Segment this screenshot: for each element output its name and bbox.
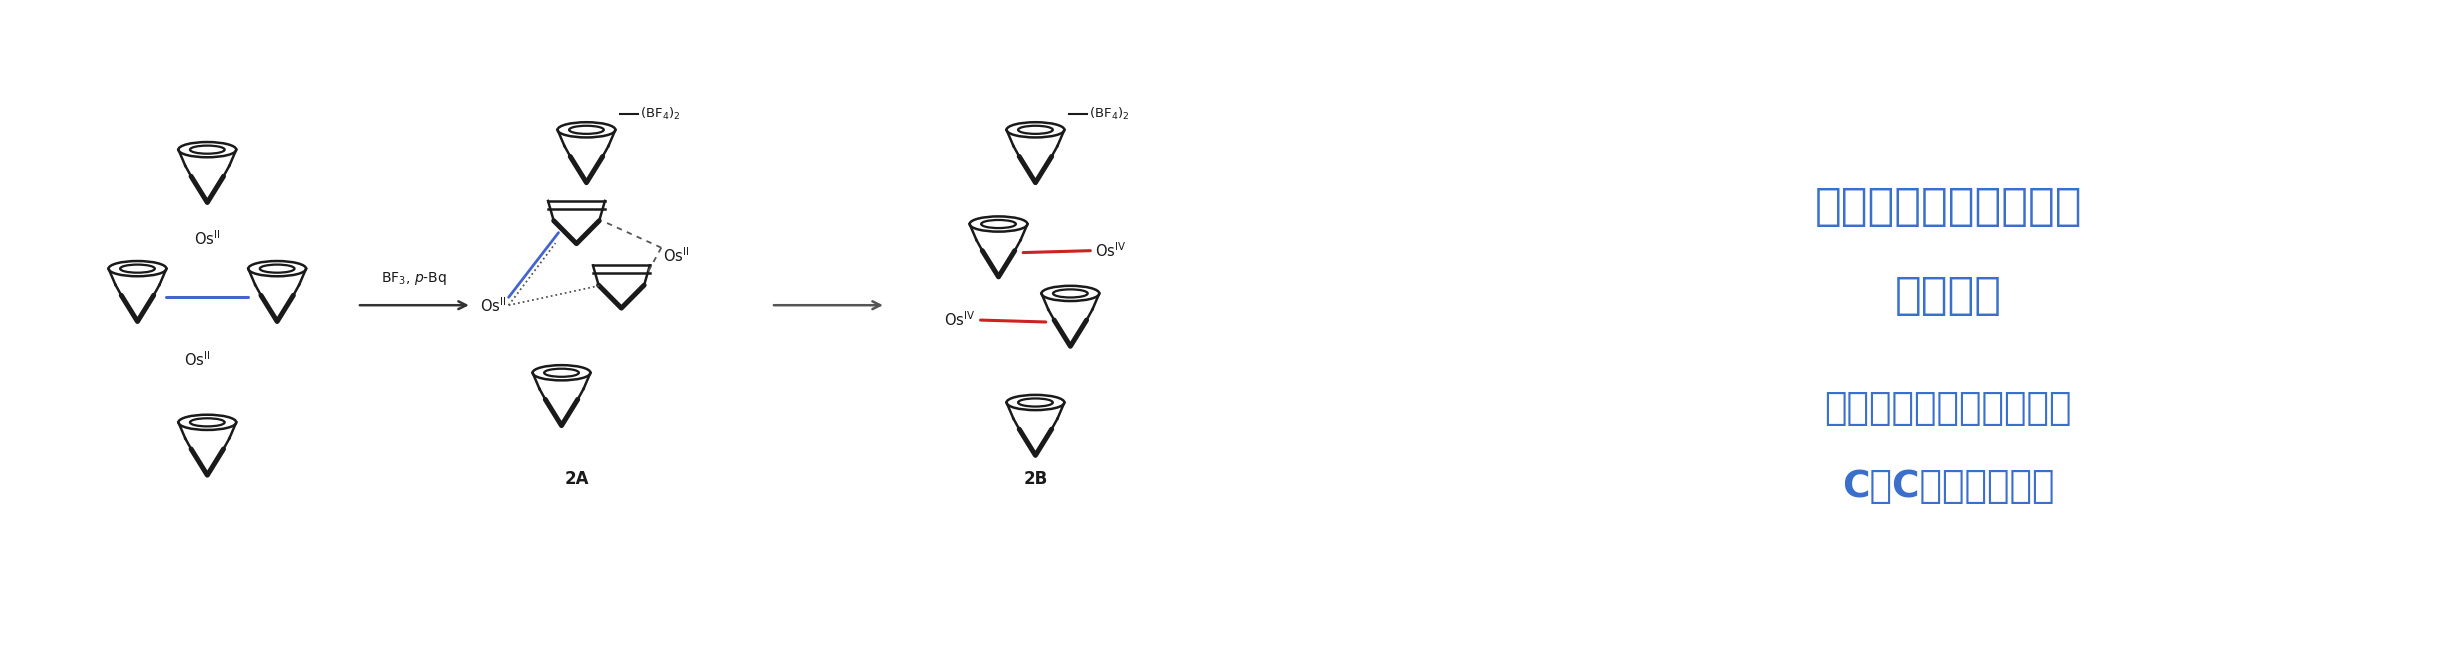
Text: C－C結合開裂反応: C－C結合開裂反応 (1843, 469, 2054, 505)
Text: Os$^{\mathsf{IV}}$: Os$^{\mathsf{IV}}$ (945, 311, 977, 329)
Text: Os$^{\mathsf{II}}$: Os$^{\mathsf{II}}$ (184, 350, 212, 368)
Text: (BF$_4$)$_2$: (BF$_4$)$_2$ (1090, 106, 1129, 121)
Text: Os$^{\mathsf{IV}}$: Os$^{\mathsf{IV}}$ (1095, 242, 1127, 260)
Text: 2B: 2B (1023, 470, 1048, 488)
Text: Os$^{\mathsf{II}}$: Os$^{\mathsf{II}}$ (664, 246, 689, 265)
Text: バイオスモセンの酸化的: バイオスモセンの酸化的 (1825, 391, 2071, 427)
Text: 2A: 2A (563, 470, 588, 488)
Text: (BF$_4$)$_2$: (BF$_4$)$_2$ (640, 106, 681, 121)
Text: 二核錯体: 二核錯体 (1894, 274, 2002, 317)
Text: BF$_3$, $p$-Bq: BF$_3$, $p$-Bq (381, 271, 448, 287)
Text: Os$^{\mathsf{II}}$: Os$^{\mathsf{II}}$ (194, 229, 221, 248)
Text: フルバレンで架橋した: フルバレンで架橋した (1815, 185, 2081, 228)
Text: Os$^{\mathsf{II}}$: Os$^{\mathsf{II}}$ (480, 296, 507, 315)
